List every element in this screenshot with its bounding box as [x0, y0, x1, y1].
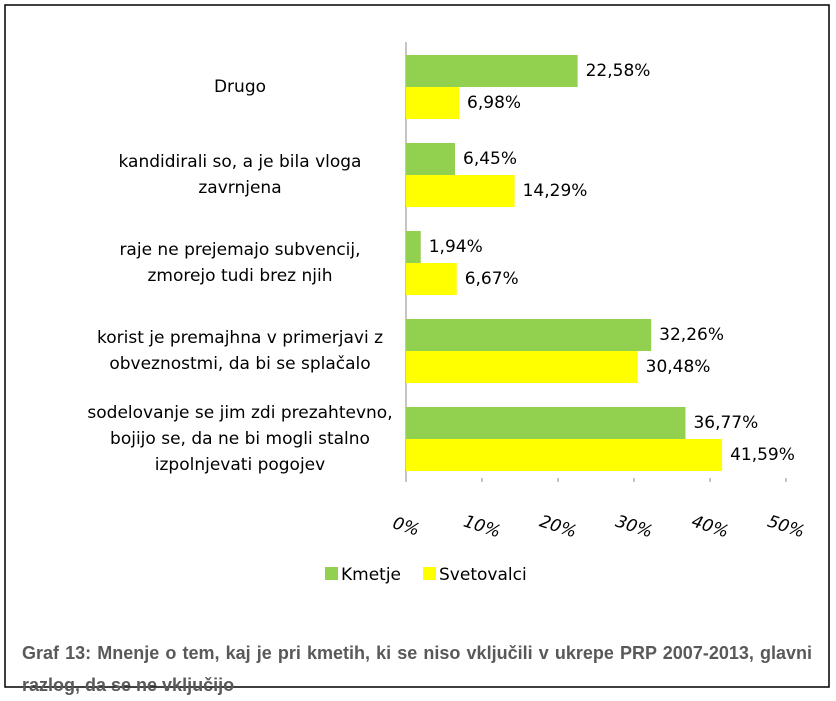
value-label: 6,45% — [463, 149, 517, 169]
value-label: 32,26% — [659, 325, 724, 345]
category-label: raje ne prejemajo subvencij, zmorejo tudi… — [119, 240, 360, 286]
bar — [406, 55, 578, 87]
value-label: 36,77% — [693, 413, 758, 433]
x-tick-label: 50% — [765, 512, 807, 543]
category-line: izpolnjevati pogojev — [155, 455, 325, 475]
value-label: 22,58% — [586, 61, 651, 81]
x-tick-label: 0% — [390, 513, 422, 540]
value-label: 1,94% — [429, 237, 483, 257]
x-tick-label: 10% — [461, 512, 503, 543]
legend-label: Kmetje — [341, 565, 401, 585]
bar — [406, 407, 686, 439]
category-label: Drugo — [214, 77, 266, 97]
bar — [406, 143, 456, 175]
category-label: kandidirali so, a je bila vloga zavrnjena — [119, 152, 362, 198]
value-label: 6,98% — [467, 93, 521, 113]
bar — [406, 87, 460, 119]
bar — [406, 319, 652, 351]
category-line: zavrnjena — [198, 178, 281, 198]
x-tick-label: 30% — [613, 512, 655, 543]
legend-swatch — [423, 567, 437, 580]
category-label: sodelovanje se jim zdi prezahtevno, bojij… — [87, 403, 392, 475]
category-line: Drugo — [214, 77, 266, 97]
x-tick-label: 20% — [537, 512, 579, 543]
category-label: korist je premajhna v primerjavi z obvezn… — [97, 328, 383, 374]
value-label: 6,67% — [465, 269, 519, 289]
category-line: raje ne prejemajo subvencij, — [119, 240, 360, 260]
value-label: 14,29% — [523, 181, 588, 201]
bar — [406, 351, 638, 383]
category-line: sodelovanje se jim zdi prezahtevno, — [87, 403, 392, 423]
category-line: zmorejo tudi brez njih — [147, 266, 332, 286]
x-tick-label: 40% — [689, 512, 731, 543]
category-line: kandidirali so, a je bila vloga — [119, 152, 362, 172]
category-line: bojijo se, da ne bi mogli stalno — [110, 429, 370, 449]
legend-label: Svetovalci — [439, 565, 527, 585]
bar — [406, 231, 421, 263]
legend-swatch — [325, 567, 338, 580]
bar — [406, 263, 457, 295]
bar — [406, 175, 515, 207]
bar — [406, 439, 723, 471]
category-line: obveznostmi, da bi se splačalo — [109, 354, 370, 374]
category-line: korist je premajhna v primerjavi z — [97, 328, 383, 348]
caption: Graf 13: Mnenje o tem, kaj je pri kmetih… — [22, 643, 812, 695]
value-label: 30,48% — [646, 357, 711, 377]
frame — [4, 4, 830, 688]
value-label: 41,59% — [730, 445, 795, 465]
